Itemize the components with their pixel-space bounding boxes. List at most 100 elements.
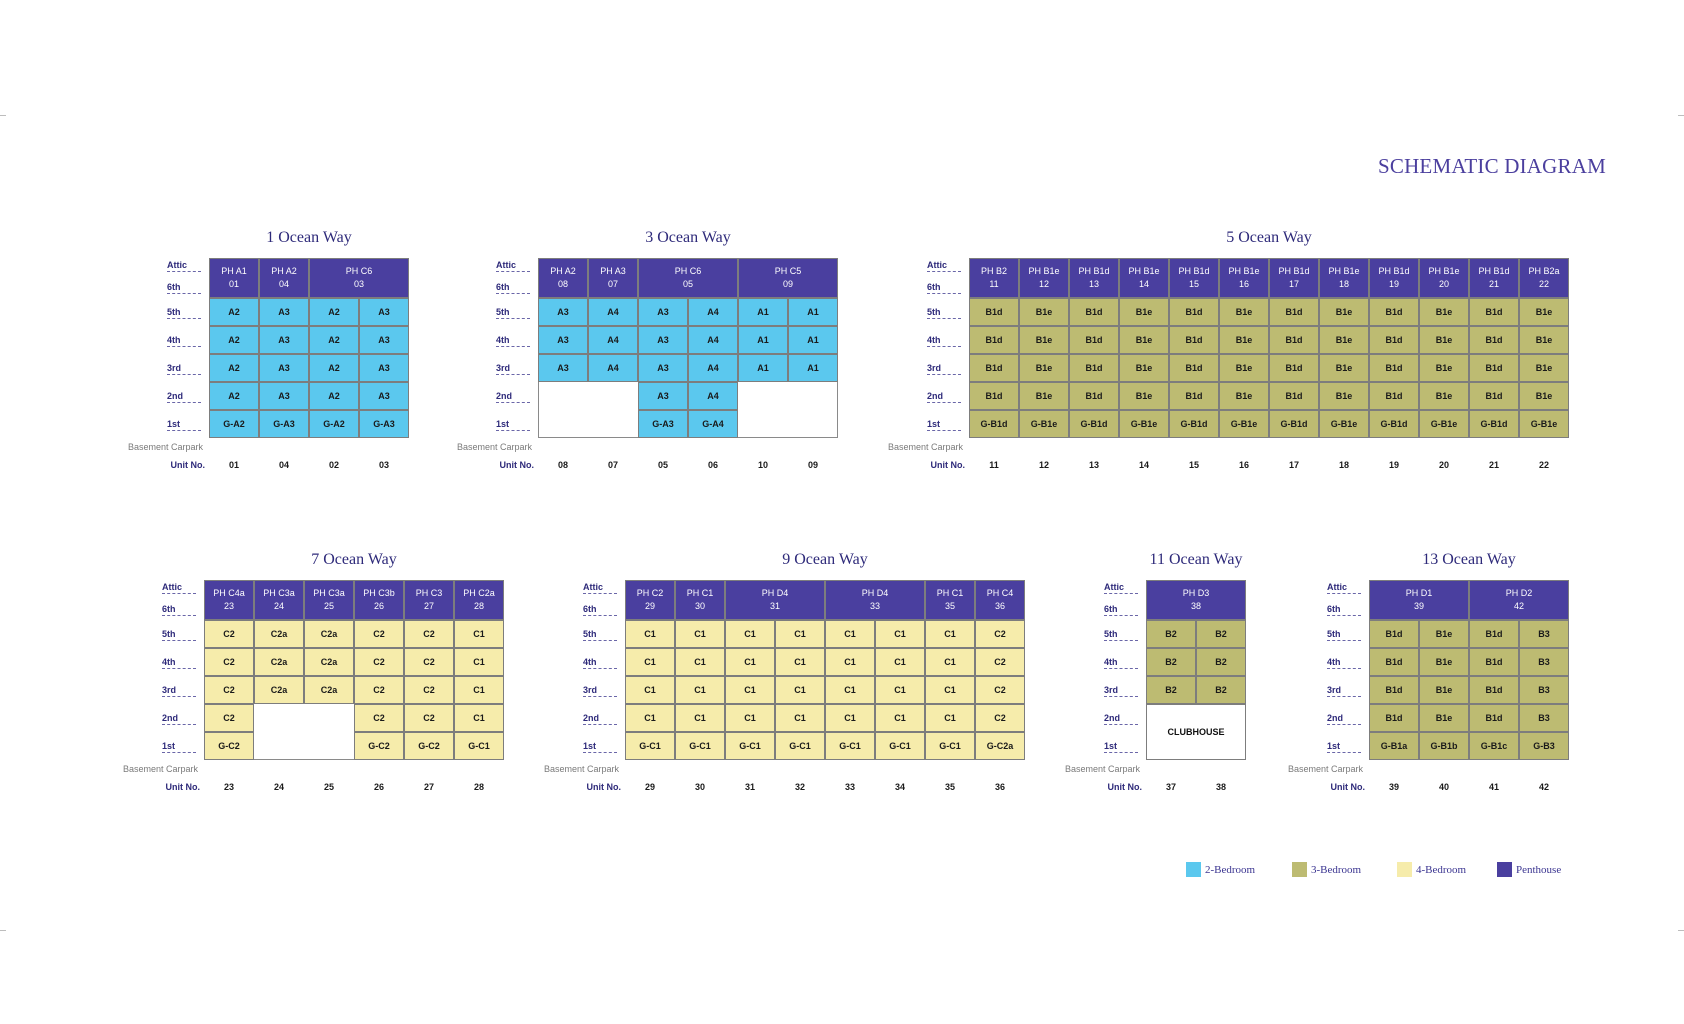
penthouse-unit[interactable]: PH B2a 22 — [1519, 258, 1569, 298]
unit-cell[interactable]: C1 — [454, 648, 504, 676]
penthouse-unit[interactable]: PH A2 04 — [259, 258, 309, 298]
penthouse-unit[interactable]: PH A3 07 — [588, 258, 638, 298]
unit-cell[interactable]: G-C1 — [725, 732, 775, 760]
unit-cell[interactable]: C1 — [875, 704, 925, 732]
unit-cell[interactable]: C1 — [725, 676, 775, 704]
penthouse-unit[interactable]: PH B1d 21 — [1469, 258, 1519, 298]
penthouse-unit[interactable]: PH A1 01 — [209, 258, 259, 298]
unit-cell[interactable]: B1e — [1519, 382, 1569, 410]
unit-cell[interactable]: C2 — [404, 704, 454, 732]
unit-cell[interactable]: B1e — [1419, 298, 1469, 326]
unit-cell[interactable]: G-C2 — [204, 732, 254, 760]
unit-cell[interactable]: B1e — [1119, 382, 1169, 410]
unit-cell[interactable]: B1d — [1469, 704, 1519, 732]
penthouse-unit[interactable]: PH B1e 12 — [1019, 258, 1069, 298]
unit-cell[interactable]: G-C2 — [354, 732, 404, 760]
penthouse-unit[interactable]: PH D4 31 — [725, 580, 825, 620]
unit-cell[interactable]: C1 — [625, 648, 675, 676]
unit-cell[interactable]: A3 — [638, 382, 688, 410]
unit-cell[interactable]: C2 — [975, 648, 1025, 676]
unit-cell[interactable]: G-B1e — [1419, 410, 1469, 438]
unit-cell[interactable]: B1d — [1469, 326, 1519, 354]
unit-cell[interactable]: B1d — [969, 382, 1019, 410]
unit-cell[interactable]: C2 — [354, 676, 404, 704]
unit-cell[interactable]: B1e — [1119, 326, 1169, 354]
unit-cell[interactable]: G-C1 — [675, 732, 725, 760]
unit-cell[interactable]: A2 — [209, 382, 259, 410]
unit-cell[interactable]: C1 — [825, 676, 875, 704]
unit-cell[interactable]: C1 — [775, 648, 825, 676]
unit-cell[interactable]: C1 — [675, 648, 725, 676]
penthouse-unit[interactable]: PH C6 05 — [638, 258, 738, 298]
unit-cell[interactable]: C1 — [725, 648, 775, 676]
unit-cell[interactable]: B1e — [1319, 298, 1369, 326]
unit-cell[interactable]: G-B1d — [969, 410, 1019, 438]
unit-cell[interactable]: C1 — [825, 648, 875, 676]
unit-cell[interactable]: B1d — [1469, 298, 1519, 326]
unit-cell[interactable]: B1e — [1019, 382, 1069, 410]
unit-cell[interactable]: G-B1a — [1369, 732, 1419, 760]
unit-cell[interactable]: B1d — [1469, 382, 1519, 410]
unit-cell[interactable]: B1d — [1269, 326, 1319, 354]
penthouse-unit[interactable]: PH C3b 26 — [354, 580, 404, 620]
unit-cell[interactable]: A4 — [588, 326, 638, 354]
unit-cell[interactable]: B1e — [1519, 298, 1569, 326]
unit-cell[interactable]: B1d — [1369, 382, 1419, 410]
unit-cell[interactable]: B2 — [1196, 620, 1246, 648]
unit-cell[interactable]: B1e — [1419, 382, 1469, 410]
unit-cell[interactable]: B1d — [1469, 676, 1519, 704]
unit-cell[interactable]: C1 — [675, 676, 725, 704]
unit-cell[interactable]: C1 — [625, 704, 675, 732]
unit-cell[interactable]: B1d — [1069, 382, 1119, 410]
unit-cell[interactable]: G-C1 — [454, 732, 504, 760]
unit-cell[interactable]: C2a — [254, 648, 304, 676]
unit-cell[interactable]: G-C2a — [975, 732, 1025, 760]
unit-cell[interactable]: A2 — [309, 326, 359, 354]
unit-cell[interactable]: C1 — [925, 620, 975, 648]
unit-cell[interactable]: B1e — [1019, 298, 1069, 326]
unit-cell[interactable]: A3 — [259, 298, 309, 326]
unit-cell[interactable]: C2 — [354, 704, 404, 732]
unit-cell[interactable]: G-A2 — [309, 410, 359, 438]
penthouse-unit[interactable]: PH C5 09 — [738, 258, 838, 298]
penthouse-unit[interactable]: PH C4 36 — [975, 580, 1025, 620]
unit-cell[interactable]: B1d — [1269, 298, 1319, 326]
unit-cell[interactable]: C1 — [454, 704, 504, 732]
unit-cell[interactable]: A2 — [309, 298, 359, 326]
unit-cell[interactable]: G-B1b — [1419, 732, 1469, 760]
unit-cell[interactable]: C1 — [454, 676, 504, 704]
unit-cell[interactable]: A3 — [538, 354, 588, 382]
unit-cell[interactable]: G-B3 — [1519, 732, 1569, 760]
penthouse-unit[interactable]: PH D2 42 — [1469, 580, 1569, 620]
unit-cell[interactable]: C2 — [975, 704, 1025, 732]
penthouse-unit[interactable]: PH C3 27 — [404, 580, 454, 620]
unit-cell[interactable]: B1e — [1419, 620, 1469, 648]
unit-cell[interactable]: C1 — [825, 704, 875, 732]
unit-cell[interactable]: C2 — [354, 648, 404, 676]
unit-cell[interactable]: C1 — [825, 620, 875, 648]
unit-cell[interactable]: B1e — [1319, 354, 1369, 382]
unit-cell[interactable]: B1d — [1369, 354, 1419, 382]
unit-cell[interactable]: B1d — [1469, 648, 1519, 676]
unit-cell[interactable]: B1d — [1269, 382, 1319, 410]
unit-cell[interactable]: C1 — [675, 704, 725, 732]
penthouse-unit[interactable]: PH B2 11 — [969, 258, 1019, 298]
unit-cell[interactable]: C2a — [254, 620, 304, 648]
unit-cell[interactable]: B2 — [1146, 648, 1196, 676]
clubhouse[interactable]: CLUBHOUSE — [1146, 704, 1246, 760]
unit-cell[interactable]: B1e — [1219, 382, 1269, 410]
unit-cell[interactable]: G-A4 — [688, 410, 738, 438]
unit-cell[interactable]: C1 — [775, 676, 825, 704]
unit-cell[interactable]: B1d — [1469, 620, 1519, 648]
unit-cell[interactable]: B1d — [1369, 676, 1419, 704]
unit-cell[interactable]: B1e — [1419, 648, 1469, 676]
unit-cell[interactable]: A4 — [688, 326, 738, 354]
unit-cell[interactable]: B1e — [1319, 326, 1369, 354]
unit-cell[interactable]: B2 — [1146, 620, 1196, 648]
unit-cell[interactable]: A2 — [309, 354, 359, 382]
unit-cell[interactable]: A3 — [359, 382, 409, 410]
penthouse-unit[interactable]: PH B1e 14 — [1119, 258, 1169, 298]
penthouse-unit[interactable]: PH C4a 23 — [204, 580, 254, 620]
unit-cell[interactable]: C1 — [925, 648, 975, 676]
unit-cell[interactable]: C2 — [404, 620, 454, 648]
